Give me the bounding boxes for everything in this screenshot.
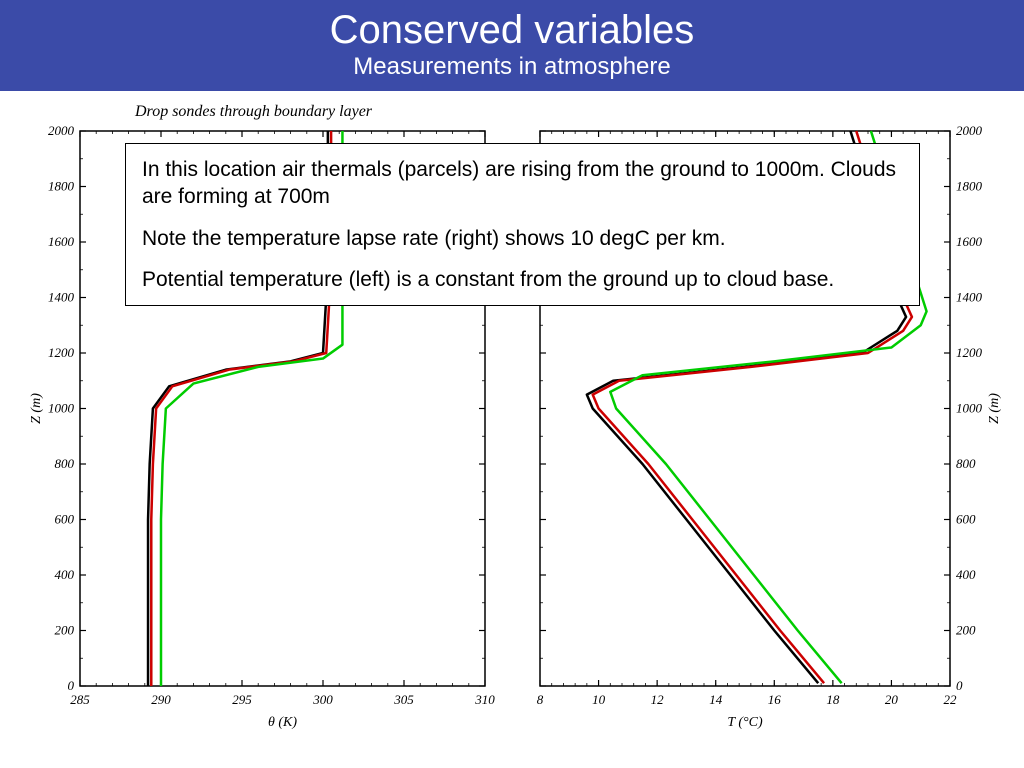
svg-text:200: 200 [55, 623, 75, 638]
svg-text:400: 400 [956, 567, 976, 582]
svg-text:Z (m): Z (m) [29, 393, 44, 424]
svg-text:1400: 1400 [956, 290, 983, 305]
svg-text:800: 800 [956, 456, 976, 471]
annotation-line-3: Potential temperature (left) is a consta… [142, 266, 903, 293]
svg-text:12: 12 [651, 692, 665, 707]
annotation-line-2: Note the temperature lapse rate (right) … [142, 225, 903, 252]
svg-text:16: 16 [768, 692, 782, 707]
drop-sondes-label: Drop sondes through boundary layer [135, 103, 372, 121]
svg-text:18: 18 [826, 692, 840, 707]
slide-header: Conserved variables Measurements in atmo… [0, 0, 1024, 91]
svg-text:200: 200 [956, 623, 976, 638]
svg-text:0: 0 [956, 678, 963, 693]
chart-area: Drop sondes through boundary layer 02004… [0, 91, 1024, 751]
svg-text:1000: 1000 [48, 401, 75, 416]
svg-text:20: 20 [885, 692, 899, 707]
slide-title: Conserved variables [0, 8, 1024, 53]
svg-text:285: 285 [70, 692, 90, 707]
svg-text:290: 290 [151, 692, 171, 707]
svg-text:2000: 2000 [956, 123, 983, 138]
svg-text:310: 310 [474, 692, 495, 707]
slide-subtitle: Measurements in atmosphere [0, 53, 1024, 81]
svg-text:295: 295 [232, 692, 252, 707]
svg-text:1800: 1800 [48, 179, 75, 194]
svg-text:1800: 1800 [956, 179, 983, 194]
svg-text:1000: 1000 [956, 401, 983, 416]
svg-text:1200: 1200 [48, 345, 75, 360]
svg-text:Z (m): Z (m) [987, 393, 1002, 424]
svg-text:10: 10 [592, 692, 606, 707]
svg-text:600: 600 [956, 512, 976, 527]
svg-text:1200: 1200 [956, 345, 983, 360]
annotation-box: In this location air thermals (parcels) … [125, 143, 920, 306]
svg-text:600: 600 [55, 512, 75, 527]
svg-text:1600: 1600 [48, 234, 75, 249]
svg-text:400: 400 [55, 567, 75, 582]
svg-text:1400: 1400 [48, 290, 75, 305]
svg-text:14: 14 [709, 692, 723, 707]
svg-text:300: 300 [312, 692, 333, 707]
svg-text:8: 8 [537, 692, 544, 707]
svg-text:T (°C): T (°C) [727, 715, 763, 730]
annotation-line-1: In this location air thermals (parcels) … [142, 156, 903, 211]
svg-text:1600: 1600 [956, 234, 983, 249]
svg-text:0: 0 [68, 678, 75, 693]
svg-text:22: 22 [944, 692, 958, 707]
svg-text:800: 800 [55, 456, 75, 471]
svg-text:305: 305 [393, 692, 414, 707]
svg-text:θ (K): θ (K) [268, 715, 297, 730]
svg-text:2000: 2000 [48, 123, 75, 138]
